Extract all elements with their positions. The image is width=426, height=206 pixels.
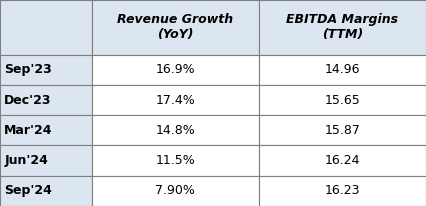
Text: 7.90%: 7.90% — [155, 184, 195, 197]
Text: 14.8%: 14.8% — [155, 124, 195, 137]
Text: 15.65: 15.65 — [325, 94, 360, 107]
Bar — [92, 0, 259, 55]
Text: Sep'24: Sep'24 — [4, 184, 52, 197]
Bar — [259, 0, 426, 55]
Text: 16.9%: 16.9% — [155, 63, 195, 76]
Bar — [92, 176, 259, 206]
Text: Sep'23: Sep'23 — [4, 63, 52, 76]
Text: Mar'24: Mar'24 — [4, 124, 53, 137]
Text: Revenue Growth
(YoY): Revenue Growth (YoY) — [117, 13, 233, 41]
Bar — [0, 145, 92, 176]
Text: 17.4%: 17.4% — [155, 94, 195, 107]
Bar — [0, 115, 92, 145]
Text: Dec'23: Dec'23 — [4, 94, 52, 107]
Text: 16.24: 16.24 — [325, 154, 360, 167]
Text: Jun'24: Jun'24 — [4, 154, 48, 167]
Bar — [92, 55, 259, 85]
Text: 14.96: 14.96 — [325, 63, 360, 76]
Bar — [92, 115, 259, 145]
Bar — [0, 0, 92, 55]
Text: 11.5%: 11.5% — [155, 154, 195, 167]
Bar — [259, 176, 426, 206]
Bar — [259, 55, 426, 85]
Text: EBITDA Margins
(TTM): EBITDA Margins (TTM) — [286, 13, 399, 41]
Bar — [0, 55, 92, 85]
Text: 16.23: 16.23 — [325, 184, 360, 197]
Text: 15.87: 15.87 — [325, 124, 360, 137]
Bar — [0, 176, 92, 206]
Bar — [0, 85, 92, 115]
Bar — [92, 145, 259, 176]
Bar — [92, 85, 259, 115]
Bar — [259, 145, 426, 176]
Bar — [259, 115, 426, 145]
Bar — [259, 85, 426, 115]
